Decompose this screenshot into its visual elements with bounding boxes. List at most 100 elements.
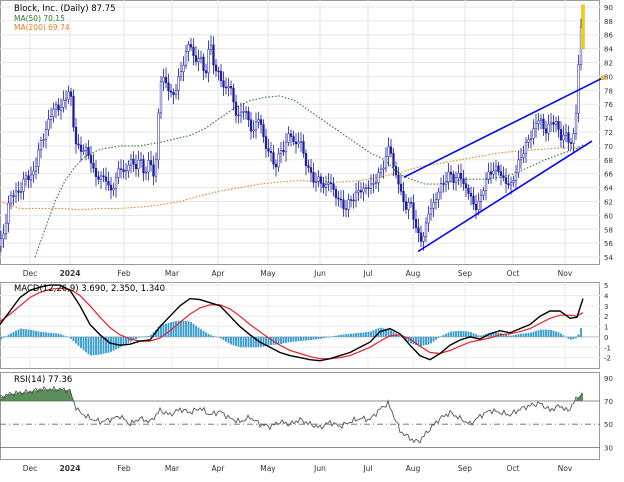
channel-upper-line: [403, 77, 604, 178]
price-bar-body: [34, 166, 38, 172]
macd-histogram-bar: [452, 331, 455, 337]
price-bar-body: [154, 159, 158, 177]
macd-histogram-bar: [7, 334, 10, 337]
macd-histogram-bar: [37, 331, 40, 337]
price-bar-body: [192, 46, 195, 56]
macd-histogram-bar: [527, 332, 530, 337]
macd-histogram-bar: [142, 336, 145, 338]
price-bar-body: [417, 227, 420, 234]
macd-histogram-bar: [432, 336, 435, 342]
price-y-tick-label: 56: [604, 240, 613, 248]
price-y-tick-label: 74: [604, 115, 613, 123]
price-bar-body: [254, 121, 258, 131]
macd-histogram-bar: [185, 320, 187, 337]
price-bar-body: [64, 98, 68, 101]
macd-histogram-bar: [460, 330, 462, 337]
macd-histogram-bar: [450, 331, 452, 337]
macd-histogram-bar: [315, 336, 317, 340]
price-x-tick-label: Feb: [117, 269, 131, 278]
rsi-x-tick-label: Oct: [507, 464, 520, 473]
macd-histogram-bar: [512, 335, 515, 337]
price-bar-body: [382, 167, 385, 170]
price-bar-body: [114, 177, 118, 189]
price-bar-body: [252, 129, 255, 132]
price-bar-body: [437, 191, 440, 200]
macd-histogram-bar: [490, 332, 492, 337]
price-bar-body: [174, 89, 178, 95]
macd-histogram-bar: [560, 333, 562, 337]
macd-histogram-bar: [252, 336, 255, 348]
price-bar-body: [504, 177, 508, 184]
macd-histogram-bar: [22, 328, 25, 337]
macd-histogram-bar: [227, 336, 230, 344]
price-bar-body: [169, 90, 173, 93]
price-bar-body: [122, 169, 125, 172]
price-bar-body: [414, 219, 418, 228]
price-bar-body: [189, 44, 193, 48]
price-bar-body: [67, 91, 70, 100]
price-bar-body: [137, 159, 140, 170]
macd-histogram-bar: [145, 336, 147, 337]
macd-histogram-bar: [440, 336, 442, 337]
price-bar-body: [464, 183, 468, 189]
price-bar-body: [39, 140, 43, 151]
price-bar-body: [537, 120, 540, 124]
macd-histogram-bar: [262, 336, 265, 347]
price-x-tick-label: 2024: [60, 269, 81, 278]
price-bar-body: [234, 101, 238, 116]
price-bar-body: [434, 199, 438, 204]
macd-histogram-bar: [10, 333, 12, 337]
price-y-tick-label: 68: [604, 157, 613, 165]
macd-histogram-bar: [190, 322, 192, 337]
rsi-title: RSI(14) 77.36: [14, 375, 72, 385]
price-bar-body: [237, 114, 240, 117]
macd-histogram-bar: [382, 328, 385, 337]
price-bar-body: [539, 118, 543, 122]
price-bar-body: [232, 87, 235, 103]
price-bar-body: [242, 111, 245, 113]
macd-histogram-bar: [115, 336, 117, 350]
macd-histogram-bar: [255, 336, 257, 348]
price-bar-body: [197, 58, 200, 62]
rsi-x-tick-label: Sep: [458, 464, 472, 473]
macd-histogram-bar: [360, 332, 362, 337]
macd-histogram-bar: [427, 336, 430, 345]
price-bar-body: [14, 190, 18, 197]
price-x-tick-label: Nov: [558, 269, 573, 278]
price-bar-body: [277, 153, 280, 168]
macd-histogram-bar: [182, 320, 185, 337]
price-x-tick-label: May: [260, 269, 276, 278]
price-bar-body: [332, 183, 335, 190]
price-bar-body: [572, 133, 575, 144]
price-bar-body: [52, 108, 55, 117]
price-bar-body: [257, 119, 260, 123]
macd-histogram-bar: [340, 334, 342, 337]
macd-histogram-bar: [437, 336, 440, 339]
macd-histogram-bar: [480, 335, 482, 337]
macd-histogram-bar: [412, 336, 415, 345]
macd-histogram-bar: [240, 336, 242, 348]
rsi-line: [0, 385, 583, 444]
price-bar-body: [194, 55, 198, 62]
macd-histogram-bar: [212, 335, 215, 337]
macd-histogram-bar: [327, 336, 330, 338]
price-bar-body: [497, 165, 500, 172]
macd-histogram-bar: [242, 336, 245, 348]
price-bar-body: [422, 236, 425, 242]
macd-histogram-bar: [420, 336, 422, 347]
price-bar-body: [17, 190, 20, 193]
macd-histogram-bar: [257, 336, 260, 348]
price-y-tick-label: 62: [604, 198, 613, 206]
price-bar-body: [312, 172, 315, 183]
price-bar-body: [117, 168, 120, 178]
price-bar-body: [494, 165, 498, 172]
price-bar-body: [12, 195, 15, 197]
macd-y-tick-label: 1: [604, 324, 608, 332]
price-bar-body: [182, 64, 185, 72]
macd-histogram-bar: [282, 336, 285, 344]
macd-histogram-bar: [392, 331, 395, 337]
macd-histogram-bar: [135, 336, 137, 339]
macd-histogram-bar: [552, 330, 555, 337]
macd-histogram-bar: [90, 336, 92, 356]
price-bar-body: [224, 86, 228, 89]
